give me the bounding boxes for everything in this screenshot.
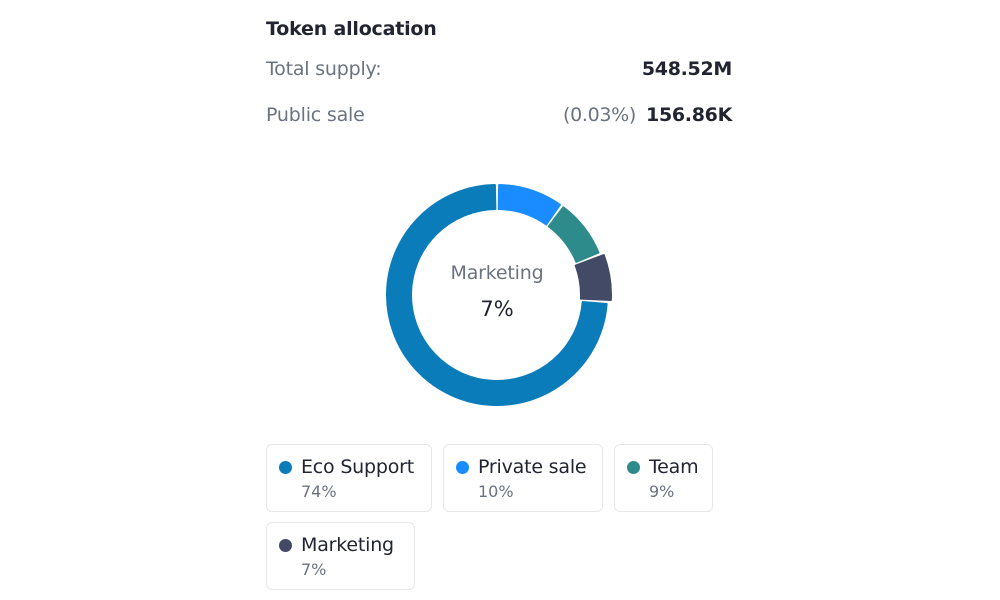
legend-percent: 74% xyxy=(301,482,337,501)
token-allocation-card: Token allocation Total supply: 548.52M P… xyxy=(266,14,732,138)
legend-label: Team xyxy=(649,456,699,478)
legend-dot-icon xyxy=(279,460,292,474)
public-sale-label: Public sale xyxy=(266,104,365,126)
legend-dot-icon xyxy=(279,538,292,552)
legend-percent: 7% xyxy=(301,560,327,579)
donut-svg xyxy=(386,184,612,406)
legend-dot-icon xyxy=(627,460,640,474)
public-sale-row: Public sale (0.03%) 156.86K xyxy=(266,92,732,138)
donut-segment-marketing[interactable] xyxy=(574,254,612,301)
donut-center-name: Marketing xyxy=(450,262,544,284)
total-supply-label: Total supply: xyxy=(266,58,382,80)
legend-label: Eco Support xyxy=(301,456,415,478)
donut-segment-eco-support[interactable] xyxy=(386,184,608,406)
public-sale-amount: 156.86K xyxy=(646,104,732,126)
donut-segment-team[interactable] xyxy=(547,206,600,263)
chart-legend: Eco Support 74% Private sale 10% Team 9%… xyxy=(266,444,736,590)
legend-percent: 10% xyxy=(478,482,514,501)
donut-center-value: 7% xyxy=(480,297,514,321)
legend-percent: 9% xyxy=(649,482,675,501)
allocation-donut-chart: Marketing 7% xyxy=(377,175,617,415)
legend-item-team[interactable]: Team 9% xyxy=(614,444,713,512)
card-title: Token allocation xyxy=(266,18,437,40)
legend-item-private-sale[interactable]: Private sale 10% xyxy=(443,444,603,512)
public-sale-value-group: (0.03%) 156.86K xyxy=(563,104,732,126)
legend-item-eco-support[interactable]: Eco Support 74% xyxy=(266,444,432,512)
donut-segment-private-sale[interactable] xyxy=(497,184,561,226)
total-supply-value: 548.52M xyxy=(641,58,732,80)
public-sale-percent: (0.03%) xyxy=(562,104,637,126)
legend-dot-icon xyxy=(456,460,469,474)
legend-label: Private sale xyxy=(478,456,587,478)
legend-item-marketing[interactable]: Marketing 7% xyxy=(266,522,415,590)
legend-label: Marketing xyxy=(301,534,394,556)
total-supply-row: Total supply: 548.52M xyxy=(266,46,732,92)
